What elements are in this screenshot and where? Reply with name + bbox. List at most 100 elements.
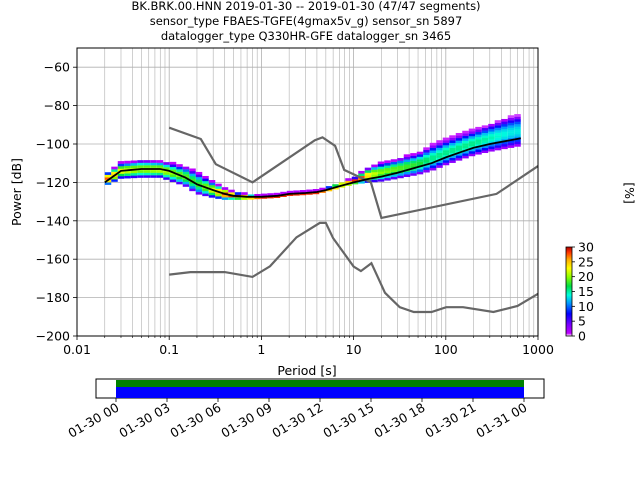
psd-cell — [494, 145, 502, 148]
psd-cell — [143, 170, 151, 173]
psd-cell — [156, 172, 164, 176]
psd-cell — [494, 147, 502, 151]
psd-cell — [462, 143, 469, 146]
psd-cell — [507, 117, 515, 121]
psd-cell — [124, 163, 131, 166]
psd-cell — [111, 171, 118, 175]
psd-cell — [403, 164, 411, 168]
psd-cell — [358, 180, 365, 184]
psd-cell — [130, 175, 138, 179]
psd-cell — [423, 147, 430, 151]
psd-cell — [507, 132, 515, 136]
psd-cell — [442, 162, 450, 166]
timeline-tick-label: 01-30 09 — [218, 400, 274, 441]
psd-cell — [416, 166, 424, 170]
psd-cell — [260, 193, 268, 197]
psd-cell — [377, 178, 385, 182]
psd-cell — [169, 179, 177, 183]
psd-cell — [358, 170, 365, 174]
psd-cell — [455, 137, 463, 141]
psd-cell — [189, 175, 196, 179]
psd-cell — [488, 128, 495, 132]
psd-cell — [449, 140, 456, 143]
psd-cell — [488, 146, 495, 150]
psd-cell — [371, 174, 378, 178]
psd-cell — [423, 167, 430, 171]
psd-cell — [514, 131, 521, 135]
psd-cell — [455, 145, 463, 149]
psd-cell — [468, 153, 476, 157]
psd-cell — [384, 165, 391, 169]
psd-cell — [410, 155, 417, 159]
psd-cell — [423, 169, 430, 173]
title-line-2: sensor_type FBAES-TGFE(4gmax5v_g) sensor… — [150, 14, 463, 28]
psd-cell — [169, 169, 177, 173]
psd-cell — [449, 147, 456, 151]
psd-cell — [195, 191, 203, 195]
psd-cell — [423, 149, 430, 153]
psd-cell — [195, 171, 203, 175]
psd-cell — [481, 142, 489, 146]
psd-cell — [390, 159, 398, 162]
timeline-tick-label: 01-30 03 — [116, 400, 172, 441]
psd-cell — [462, 150, 469, 154]
psd-cell — [176, 179, 183, 182]
psd-cell — [501, 126, 508, 130]
psd-cell — [416, 171, 424, 175]
psd-cell — [390, 169, 398, 172]
psd-cell — [111, 176, 118, 180]
psd-cell — [436, 152, 443, 156]
psd-cell — [241, 192, 248, 195]
psd-cell — [273, 192, 281, 196]
psd-cell — [442, 142, 450, 146]
psd-cell — [514, 134, 521, 137]
psd-cell — [202, 175, 209, 179]
psd-cell — [416, 154, 424, 157]
y-tick-label: −120 — [36, 175, 70, 190]
psd-cell — [104, 172, 112, 175]
psd-cell — [384, 172, 391, 176]
psd-cell — [475, 129, 482, 133]
psd-cell — [150, 165, 157, 168]
psd-cell — [442, 160, 450, 163]
psd-cell — [475, 144, 482, 148]
psd-cell — [429, 150, 437, 154]
psd-cell — [449, 142, 456, 146]
psd-cell — [208, 192, 216, 196]
timeline-tick-label: 01-30 06 — [167, 400, 223, 441]
psd-cell — [475, 141, 482, 145]
psd-cell — [403, 166, 411, 170]
psd-cell — [117, 171, 125, 174]
psd-cell — [189, 168, 196, 172]
psd-cell — [397, 163, 404, 166]
psd-cell — [124, 160, 131, 164]
y-tick-label: −200 — [36, 329, 70, 344]
psd-cell — [429, 162, 437, 166]
psd-cell — [403, 174, 411, 177]
psd-cell — [429, 155, 437, 159]
psd-cell — [371, 164, 378, 168]
psd-cell — [397, 175, 404, 179]
psd-cell — [280, 191, 287, 195]
psd-cell — [338, 182, 346, 186]
psd-cell — [501, 123, 508, 127]
psd-cell — [475, 151, 482, 155]
psd-cell — [384, 167, 391, 171]
psd-cell — [163, 164, 170, 168]
psd-cell — [208, 182, 216, 186]
psd-cell — [462, 133, 469, 136]
psd-cell — [182, 166, 190, 170]
psd-cell — [416, 156, 424, 160]
psd-cell — [215, 186, 222, 189]
psd-cell — [137, 162, 144, 166]
psd-cell — [468, 136, 476, 139]
psd-cell — [351, 179, 359, 182]
psd-cell — [514, 139, 521, 142]
psd-cell — [468, 143, 476, 147]
y-axis-label: Power [dB] — [9, 158, 24, 226]
psd-cell — [403, 171, 411, 175]
psd-cell — [507, 127, 515, 131]
psd-cell — [169, 174, 177, 178]
psd-cell — [507, 125, 515, 128]
psd-cell — [481, 132, 489, 136]
